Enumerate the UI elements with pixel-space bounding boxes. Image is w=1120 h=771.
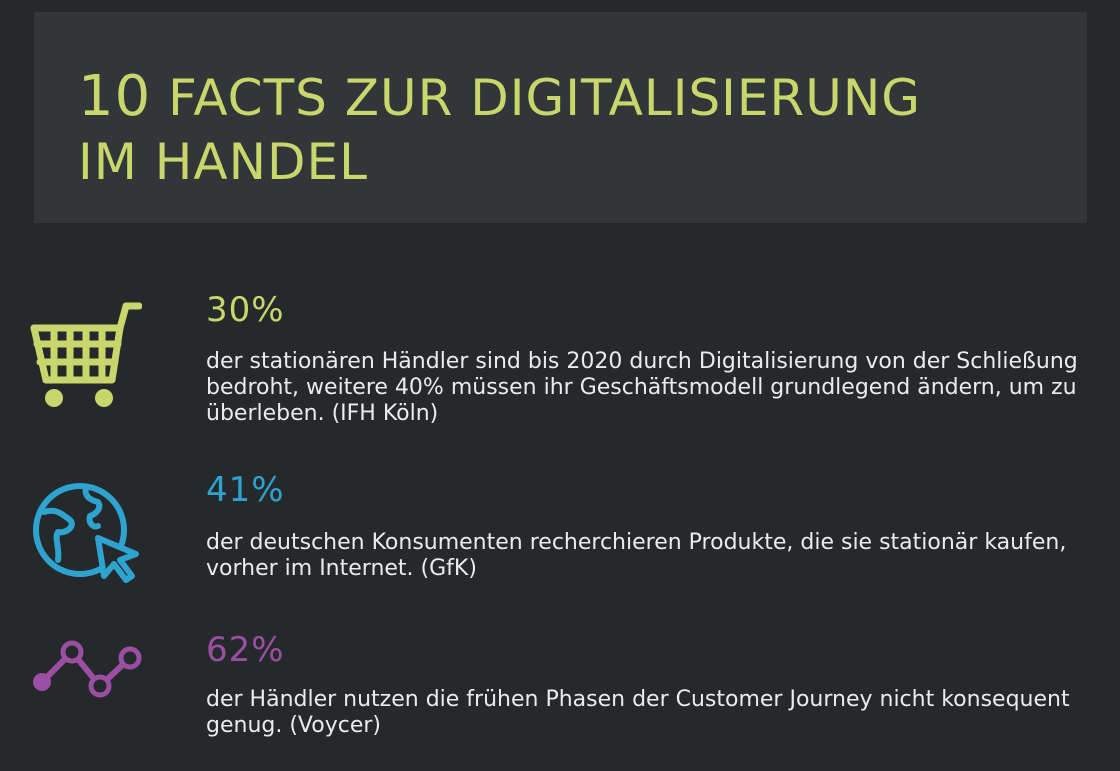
customer-journey-path-icon bbox=[33, 640, 142, 698]
shopping-cart-icon bbox=[30, 302, 142, 407]
page-title-line-1: 10 FACTS ZUR DIGITALISIERUNG bbox=[78, 64, 921, 129]
title-box bbox=[34, 12, 1087, 223]
fact-1-text: der stationären Händler sind bis 2020 du… bbox=[206, 349, 1078, 426]
fact-2-text: der deutschen Konsumenten recherchieren … bbox=[206, 530, 1067, 581]
fact-1-percent: 30% bbox=[206, 290, 285, 330]
fact-2-percent: 41% bbox=[206, 470, 285, 510]
title-number: 10 bbox=[78, 64, 152, 129]
globe-cursor-icon bbox=[33, 483, 139, 583]
fact-3-percent: 62% bbox=[206, 630, 285, 670]
title-line-1-text: FACTS ZUR DIGITALISIERUNG bbox=[168, 69, 922, 127]
fact-3-text: der Händler nutzen die frühen Phasen der… bbox=[206, 687, 1070, 738]
page-title-line-2: IM HANDEL bbox=[78, 133, 368, 191]
